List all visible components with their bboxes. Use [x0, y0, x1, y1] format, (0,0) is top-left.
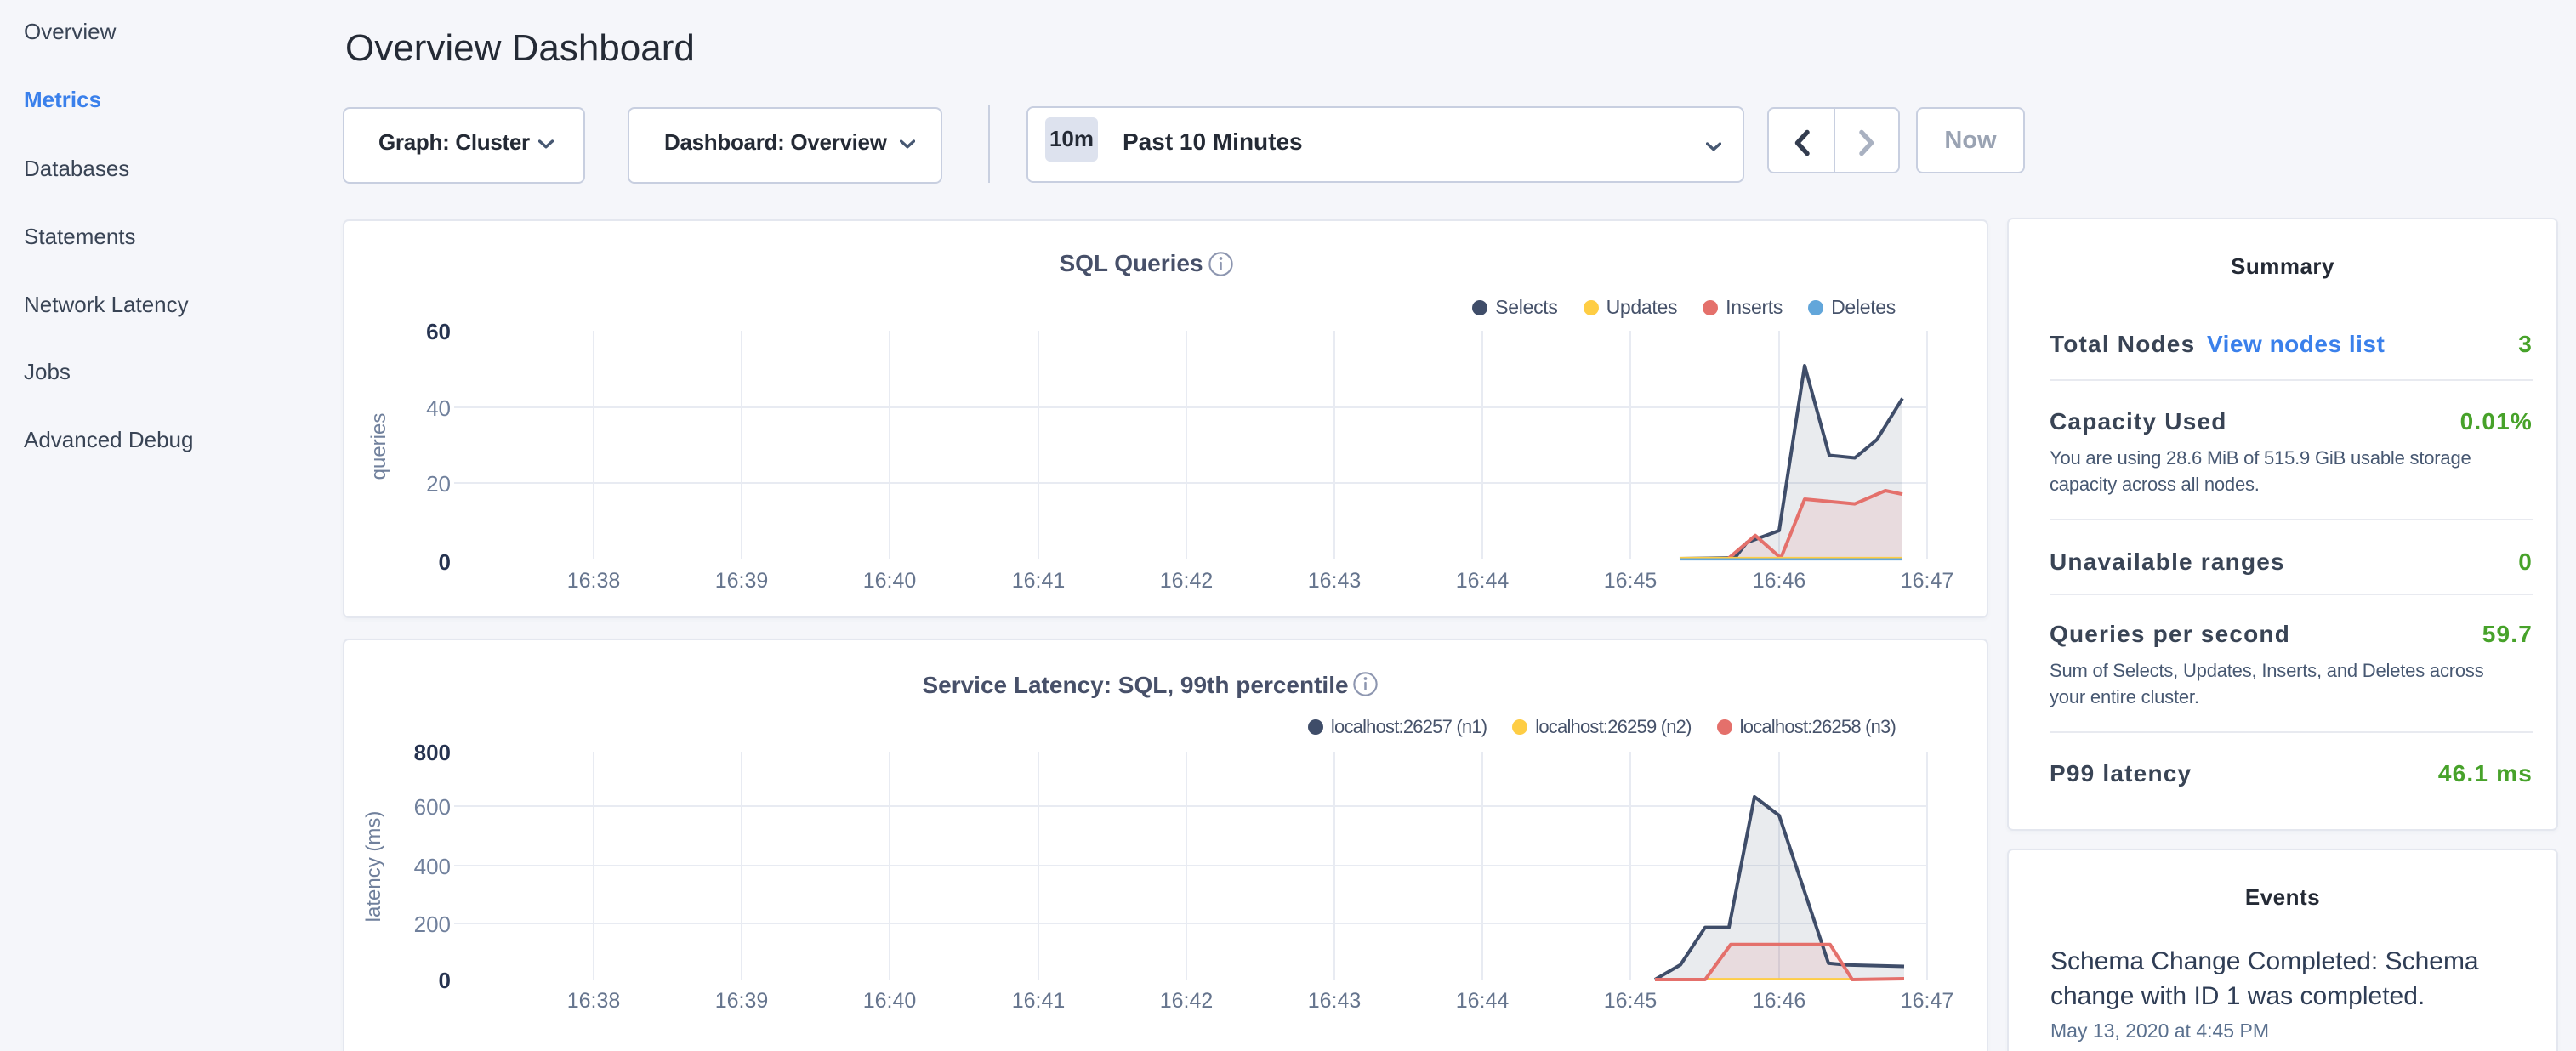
- svg-text:16:44: 16:44: [1456, 989, 1510, 1013]
- svg-text:16:47: 16:47: [1901, 569, 1954, 593]
- svg-text:16:41: 16:41: [1012, 569, 1066, 593]
- svg-text:200: 200: [414, 912, 451, 937]
- svg-text:16:46: 16:46: [1753, 569, 1806, 593]
- svg-text:40: 40: [426, 395, 451, 421]
- svg-text:16:39: 16:39: [715, 989, 769, 1013]
- svg-text:16:39: 16:39: [715, 569, 769, 593]
- svg-text:16:45: 16:45: [1604, 989, 1658, 1013]
- svg-text:16:45: 16:45: [1604, 569, 1658, 593]
- svg-text:16:44: 16:44: [1456, 569, 1510, 593]
- svg-text:0: 0: [439, 968, 451, 993]
- svg-text:16:43: 16:43: [1308, 989, 1362, 1013]
- svg-text:16:41: 16:41: [1012, 989, 1066, 1013]
- svg-text:600: 600: [414, 794, 451, 820]
- svg-text:16:40: 16:40: [863, 989, 917, 1013]
- svg-text:16:40: 16:40: [863, 569, 917, 593]
- svg-text:0: 0: [439, 549, 451, 575]
- svg-text:16:42: 16:42: [1160, 989, 1214, 1013]
- svg-text:20: 20: [426, 471, 451, 497]
- svg-text:queries: queries: [367, 413, 390, 480]
- svg-text:latency (ms): latency (ms): [362, 811, 385, 923]
- svg-text:800: 800: [414, 740, 451, 765]
- svg-text:16:38: 16:38: [567, 569, 621, 593]
- svg-text:60: 60: [426, 319, 451, 344]
- svg-text:16:43: 16:43: [1308, 569, 1362, 593]
- svg-text:16:38: 16:38: [567, 989, 621, 1013]
- svg-text:16:47: 16:47: [1901, 989, 1954, 1013]
- svg-text:16:46: 16:46: [1753, 989, 1806, 1013]
- svg-text:400: 400: [414, 854, 451, 879]
- svg-text:16:42: 16:42: [1160, 569, 1214, 593]
